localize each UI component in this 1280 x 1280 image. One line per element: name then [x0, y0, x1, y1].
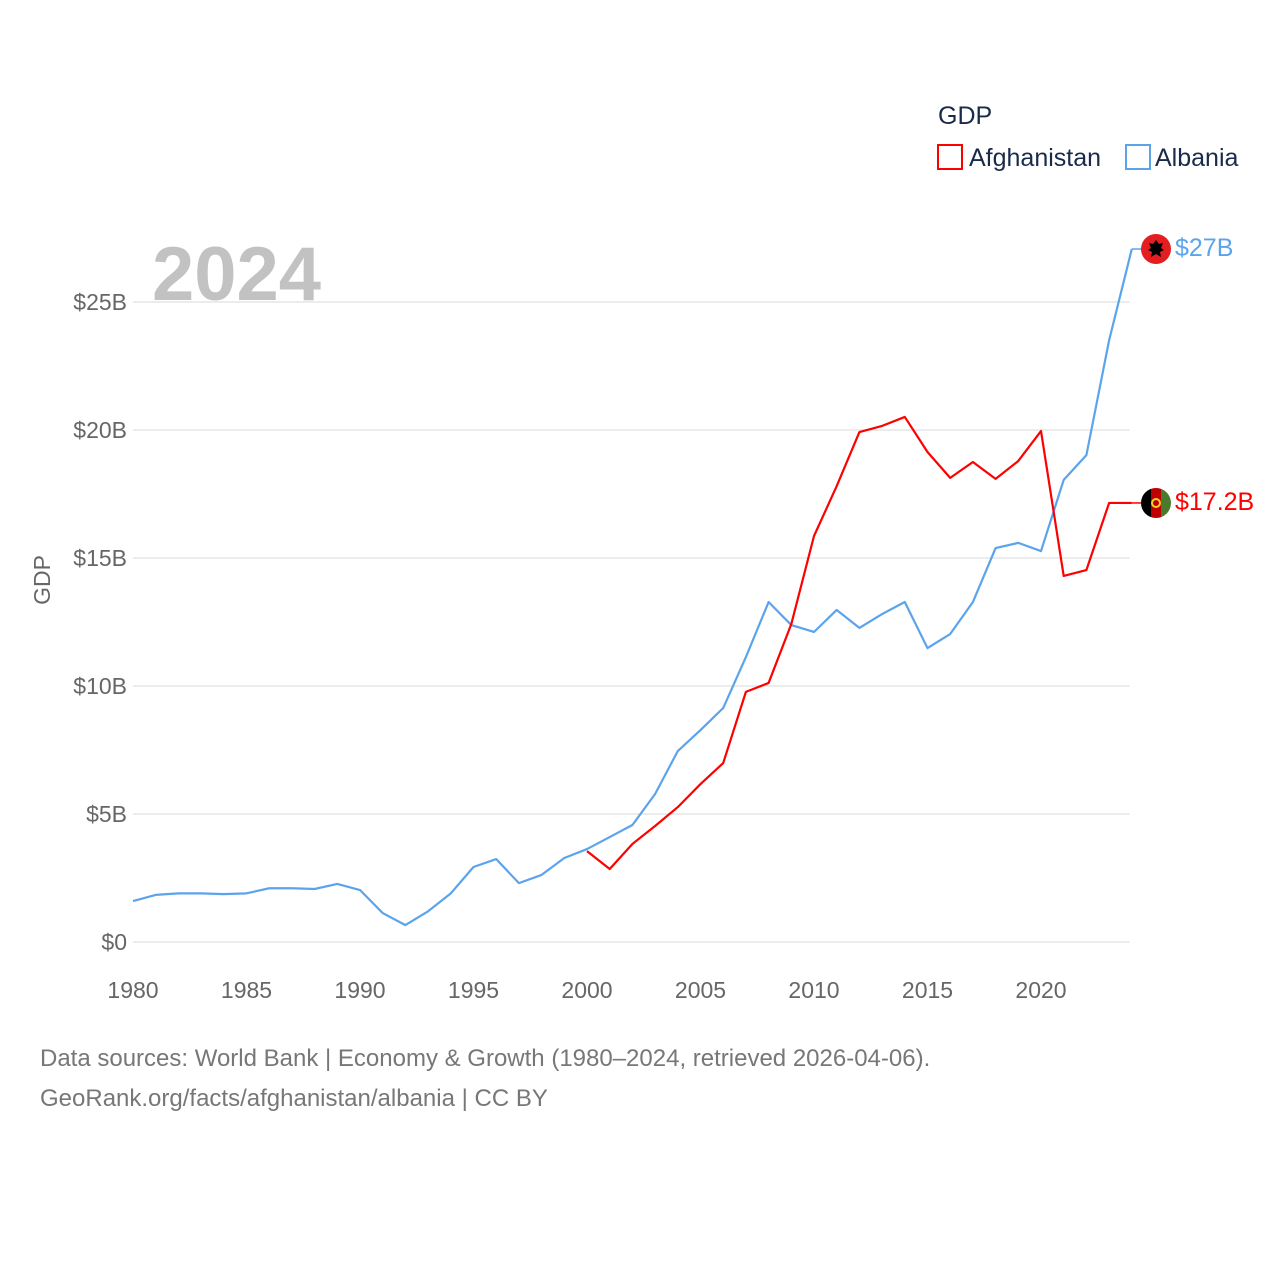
x-tick-label: 2010 — [788, 977, 839, 1003]
legend-item-afghanistan[interactable]: Afghanistan — [937, 144, 1101, 172]
y-tick-label: $15B — [73, 545, 127, 571]
legend-item-albania[interactable]: Albania — [1125, 144, 1238, 172]
x-tick-label: 2005 — [675, 977, 726, 1003]
end-label-afghanistan: $17.2B — [1175, 488, 1254, 516]
x-tick-label: 1985 — [221, 977, 272, 1003]
y-tick-label: $5B — [86, 801, 127, 827]
legend-swatch-albania — [1125, 144, 1151, 170]
series-lines — [132, 248, 1141, 927]
y-axis-label: GDP — [29, 555, 55, 605]
x-tick-label: 1980 — [107, 977, 158, 1003]
y-tick-label: $20B — [73, 417, 127, 443]
legend-label-afghanistan: Afghanistan — [969, 144, 1101, 172]
afghanistan-flag-icon — [1141, 488, 1171, 518]
x-tick-label: 1995 — [448, 977, 499, 1003]
y-tick-label: $25B — [73, 289, 127, 315]
x-tick-label: 2015 — [902, 977, 953, 1003]
x-tick-label: 1990 — [334, 977, 385, 1003]
x-tick-label: 2000 — [561, 977, 612, 1003]
y-tick-label: $10B — [73, 673, 127, 699]
end-label-albania: $27B — [1175, 234, 1233, 262]
legend-swatch-afghanistan — [937, 144, 963, 170]
legend-title: GDP — [938, 102, 992, 130]
grid-lines — [133, 301, 1130, 943]
x-axis-ticks: 1980 1985 1990 1995 2000 2005 2010 2015 2020 — [107, 977, 1066, 1003]
x-tick-label: 2020 — [1015, 977, 1066, 1003]
year-watermark: 2024 — [152, 232, 321, 317]
y-tick-label: $0 — [101, 929, 127, 955]
source-note: Data sources: World Bank | Economy & Gro… — [40, 1045, 931, 1072]
y-axis-ticks: $0 $5B $10B $15B $20B $25B — [73, 289, 127, 955]
albania-flag-icon — [1141, 234, 1171, 264]
series-line-albania — [132, 248, 1133, 927]
legend-label-albania: Albania — [1155, 144, 1238, 172]
source-link[interactable]: GeoRank.org/facts/afghanistan/albania | … — [40, 1085, 548, 1112]
series-line-afghanistan — [586, 415, 1132, 871]
